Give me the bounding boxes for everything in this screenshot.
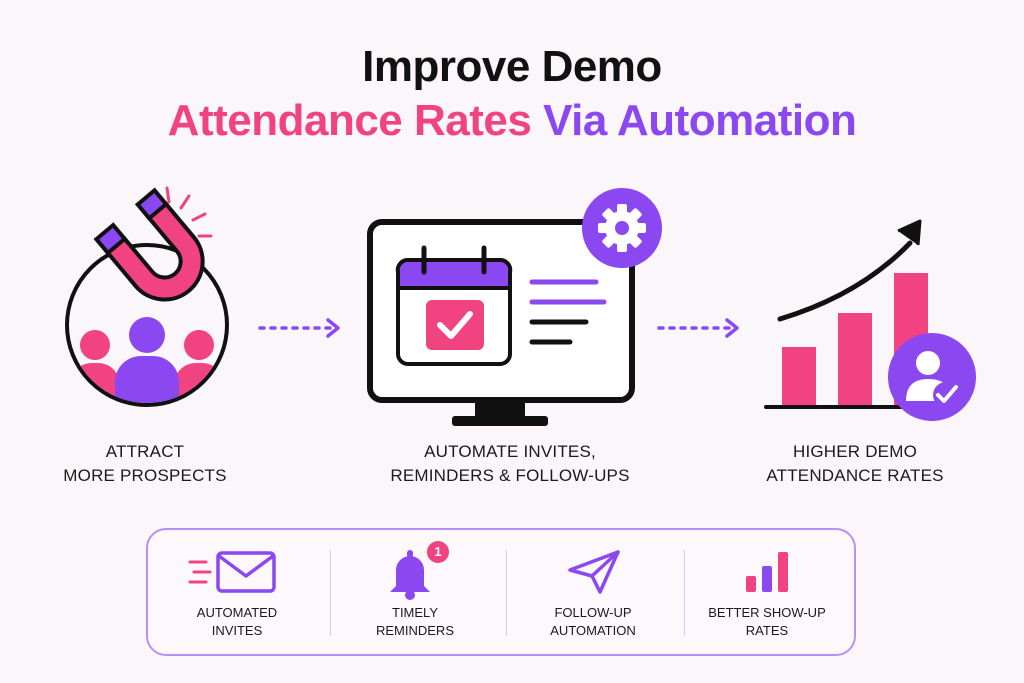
magnet-people-icon — [65, 186, 229, 407]
dotted-arrow-icon — [258, 318, 340, 338]
step-label-line: MORE PROSPECTS — [63, 466, 227, 485]
bell-icon — [390, 550, 430, 600]
notification-badge-icon — [427, 541, 449, 563]
step-label-higher: HIGHER DEMO ATTENDANCE RATES — [745, 440, 965, 488]
feature-label: TIMELY REMINDERS — [326, 604, 504, 640]
title-highlight-purple: Via Automation — [543, 96, 857, 145]
step-label-line: ATTENDANCE RATES — [766, 466, 944, 485]
feature-label-line: AUTOMATION — [550, 623, 636, 638]
divider — [330, 550, 331, 636]
feature-label-line: TIMELY — [392, 605, 438, 620]
divider — [506, 550, 507, 636]
dotted-arrow-icon — [657, 318, 739, 338]
feature-label-line: RATES — [745, 623, 789, 638]
step-label-automate: AUTOMATE INVITES, REMINDERS & FOLLOW-UPS — [370, 440, 650, 488]
step-label-line: ATTRACT — [105, 442, 185, 461]
monitor-calendar-gear-icon — [367, 188, 662, 426]
mini-bar-chart-icon — [746, 552, 788, 592]
feature-timely-reminders: 1 TIMELY REMINDERS — [326, 530, 504, 654]
feature-label-line: BETTER SHOW-UP — [708, 605, 826, 620]
feature-label-line: AUTOMATED — [196, 605, 278, 620]
features-panel: AUTOMATED INVITES 1 TIMELY REMINDERS FOL… — [146, 528, 856, 656]
notification-count: 1 — [434, 544, 442, 559]
step-label-attract: ATTRACT MORE PROSPECTS — [50, 440, 240, 488]
paper-plane-icon — [568, 550, 620, 594]
divider — [684, 550, 685, 636]
title-highlight-pink: Attendance Rates — [167, 96, 532, 145]
feature-label-line: INVITES — [211, 623, 263, 638]
feature-automated-invites: AUTOMATED INVITES — [148, 530, 326, 654]
feature-label: FOLLOW-UP AUTOMATION — [504, 604, 682, 640]
feature-label: BETTER SHOW-UP RATES — [678, 604, 856, 640]
page-title-line1: Improve Demo — [362, 42, 662, 91]
feature-better-show-up-rates: BETTER SHOW-UP RATES — [678, 530, 856, 654]
bar-chart-growth-icon — [764, 219, 976, 421]
page-title-line2: Attendance Rates Via Automation — [0, 96, 1024, 146]
envelope-icon — [188, 551, 276, 593]
step-label-line: HIGHER DEMO — [792, 442, 918, 461]
step-label-line: AUTOMATE INVITES, — [424, 442, 596, 461]
step-label-line: REMINDERS & FOLLOW-UPS — [390, 466, 630, 485]
feature-label-line: REMINDERS — [375, 623, 454, 638]
feature-label: AUTOMATED INVITES — [148, 604, 326, 640]
feature-label-line: FOLLOW-UP — [554, 605, 632, 620]
feature-follow-up-automation: FOLLOW-UP AUTOMATION — [504, 530, 682, 654]
